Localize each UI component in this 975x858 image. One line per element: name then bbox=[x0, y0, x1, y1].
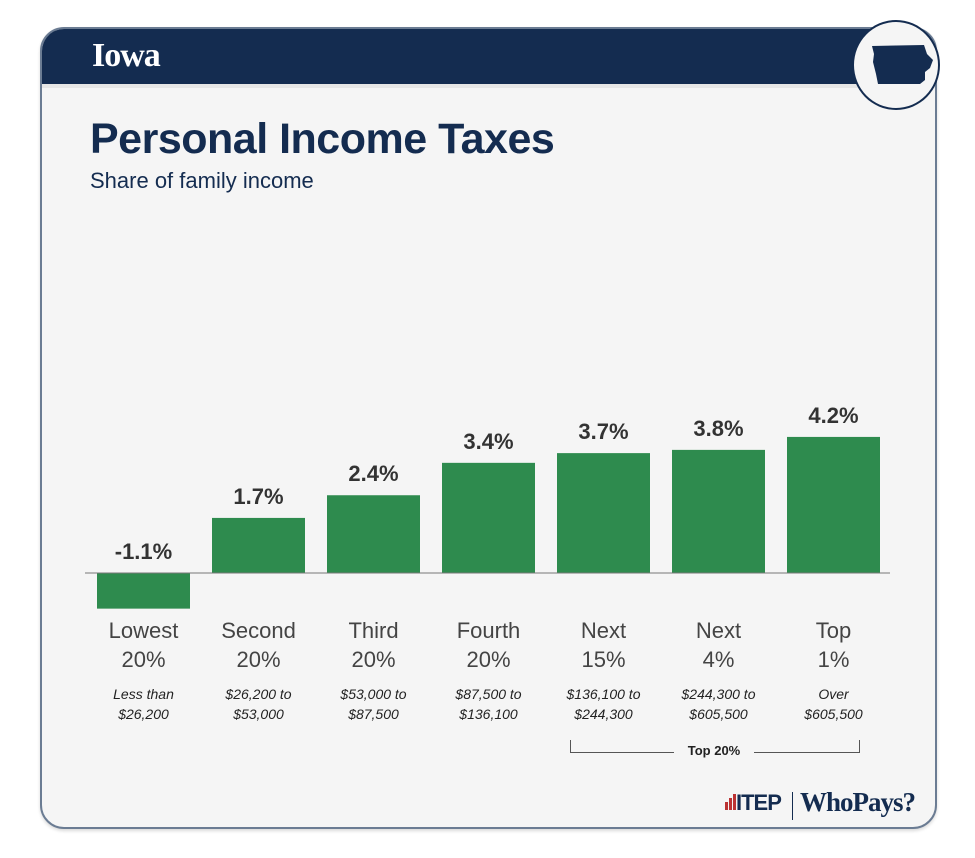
header-bar: Iowa bbox=[42, 29, 935, 88]
range-line-2: $87,500 bbox=[348, 706, 399, 722]
data-label: 1.7% bbox=[233, 483, 284, 509]
range-line-2: $53,000 bbox=[233, 706, 284, 722]
income-range: $26,200 to $53,000 bbox=[201, 684, 316, 724]
category-label: Next 4% bbox=[661, 616, 776, 674]
range-line-2: $605,500 bbox=[689, 706, 748, 722]
category-label: Fourth 20% bbox=[431, 616, 546, 674]
range-line-1: $244,300 to bbox=[681, 686, 756, 702]
state-map-badge bbox=[852, 20, 940, 110]
category-label: Third 20% bbox=[316, 616, 431, 674]
category-label: Top 1% bbox=[776, 616, 891, 674]
data-label: 2.4% bbox=[348, 461, 399, 487]
chart-card: Iowa bbox=[40, 27, 937, 829]
range-line-1: $87,500 to bbox=[455, 686, 522, 702]
category-pct: 15% bbox=[581, 647, 626, 672]
range-line-1: Over bbox=[818, 686, 849, 702]
data-label: 3.7% bbox=[578, 419, 629, 445]
income-range: $53,000 to $87,500 bbox=[316, 684, 431, 724]
data-label: 3.8% bbox=[693, 415, 744, 441]
category-pct: 20% bbox=[236, 647, 281, 672]
income-range: Over $605,500 bbox=[776, 684, 891, 724]
top-20-label: Top 20% bbox=[674, 743, 754, 758]
range-line-1: $53,000 to bbox=[340, 686, 407, 702]
bar bbox=[97, 573, 190, 609]
itep-text: ITEP bbox=[736, 790, 782, 815]
category-group: Next bbox=[695, 618, 742, 643]
category-pct: 1% bbox=[817, 647, 850, 672]
itep-logo: ITEP bbox=[725, 790, 782, 816]
category-label: Next 15% bbox=[546, 616, 661, 674]
range-line-1: $26,200 to bbox=[225, 686, 292, 702]
category-group: Next bbox=[580, 618, 627, 643]
category-group: Top bbox=[815, 618, 852, 643]
range-line-2: $605,500 bbox=[804, 706, 863, 722]
data-label: 4.2% bbox=[808, 402, 859, 428]
bar bbox=[442, 462, 535, 573]
bar bbox=[787, 436, 880, 573]
logo-divider bbox=[792, 792, 793, 820]
whopays-logo: WhoPays? bbox=[800, 787, 916, 817]
data-label: -1.1% bbox=[114, 539, 173, 564]
chart-subtitle: Share of family income bbox=[90, 168, 314, 193]
category-group: Second bbox=[221, 618, 296, 643]
range-line-1: Less than bbox=[113, 686, 174, 702]
category-pct: 4% bbox=[702, 647, 735, 672]
income-range: Less than $26,200 bbox=[86, 684, 201, 724]
range-line-2: $244,300 bbox=[574, 706, 633, 722]
range-line-1: $136,100 to bbox=[566, 686, 641, 702]
iowa-map-icon bbox=[872, 45, 933, 84]
category-pct: 20% bbox=[466, 647, 511, 672]
income-range: $244,300 to $605,500 bbox=[661, 684, 776, 724]
data-label: 3.4% bbox=[463, 428, 514, 454]
category-group: Fourth bbox=[456, 618, 521, 643]
category-pct: 20% bbox=[351, 647, 396, 672]
chart-title: Personal Income Taxes bbox=[90, 115, 555, 163]
bar bbox=[672, 449, 765, 573]
bar bbox=[212, 517, 305, 573]
state-name: Iowa bbox=[92, 37, 161, 74]
category-group: Lowest bbox=[108, 618, 179, 643]
category-pct: 20% bbox=[121, 647, 166, 672]
income-range: $87,500 to $136,100 bbox=[431, 684, 546, 724]
range-line-2: $136,100 bbox=[459, 706, 518, 722]
category-group: Third bbox=[348, 618, 399, 643]
bar bbox=[557, 453, 650, 573]
income-range: $136,100 to $244,300 bbox=[546, 684, 661, 724]
range-line-2: $26,200 bbox=[118, 706, 169, 722]
category-label: Second 20% bbox=[201, 616, 316, 674]
bar bbox=[327, 495, 420, 573]
category-label: Lowest 20% bbox=[86, 616, 201, 674]
